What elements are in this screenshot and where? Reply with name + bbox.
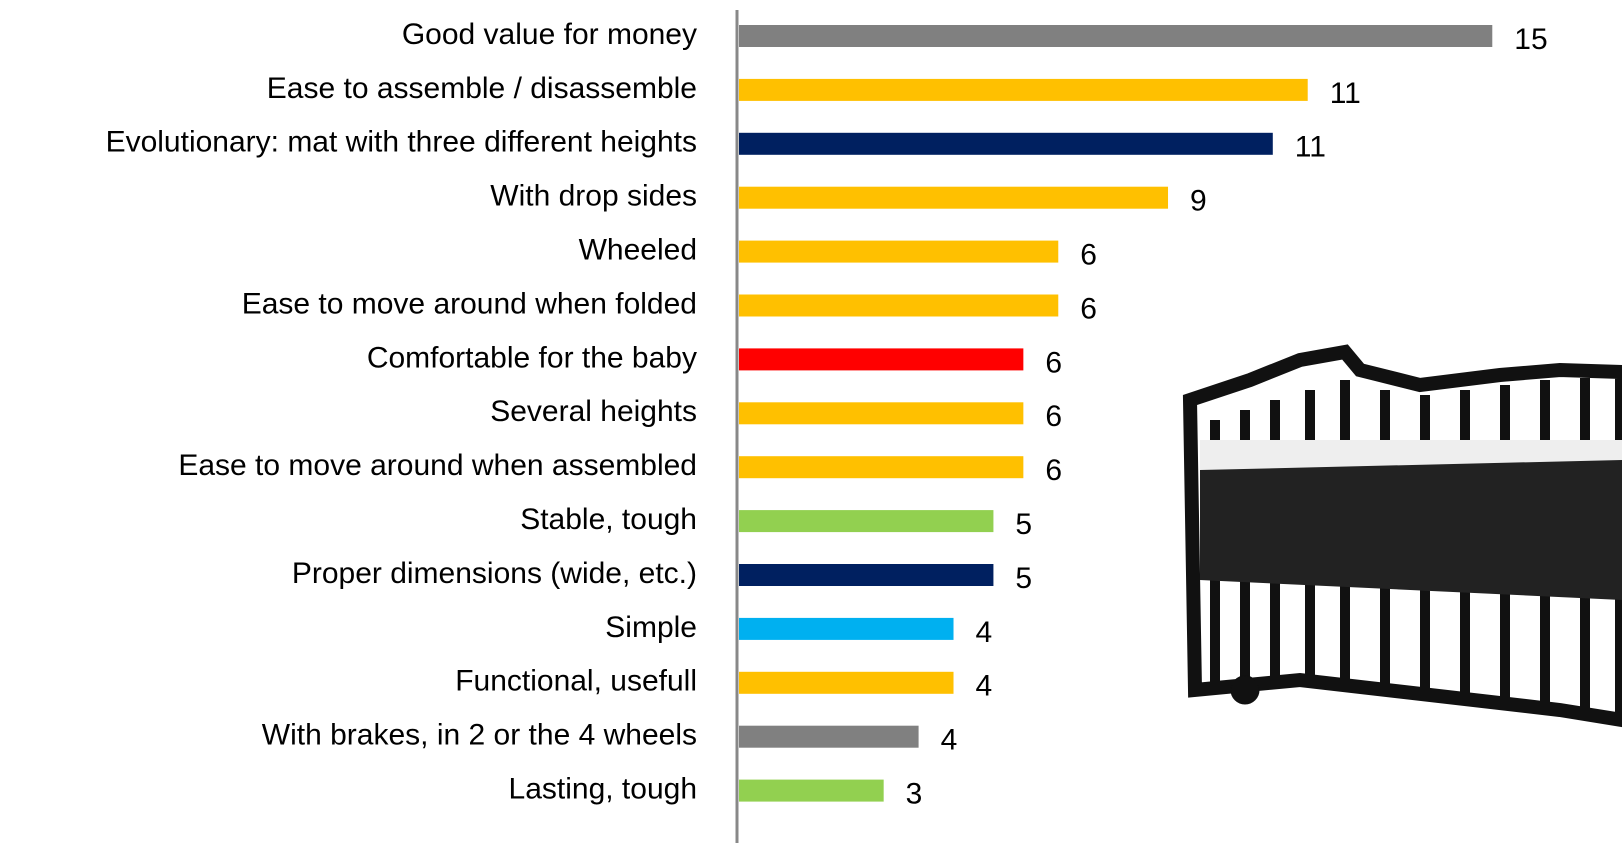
category-label: Evolutionary: mat with three different h… (106, 126, 697, 159)
value-label: 4 (941, 724, 958, 757)
category-label: Ease to move around when assembled (178, 449, 697, 482)
category-label: Wheeled (579, 234, 697, 267)
bar (739, 779, 884, 802)
category-label: Functional, usefull (455, 665, 697, 698)
value-label: 9 (1190, 185, 1207, 218)
value-label: 6 (1080, 292, 1097, 325)
category-label: Comfortable for the baby (367, 341, 697, 374)
bar (739, 348, 1024, 371)
value-label: 11 (1330, 77, 1361, 110)
bar (739, 240, 1059, 263)
bar (739, 564, 994, 586)
value-label: 5 (1015, 562, 1032, 595)
value-label: 6 (1045, 346, 1062, 379)
bar (739, 132, 1273, 155)
bar (739, 671, 954, 694)
category-label: With brakes, in 2 or the 4 wheels (262, 719, 697, 752)
bar (739, 294, 1059, 317)
bar (739, 617, 954, 640)
value-label: 6 (1045, 454, 1062, 487)
bar (739, 25, 1493, 47)
value-label: 5 (1015, 508, 1032, 541)
value-label: 15 (1514, 23, 1547, 56)
bar (739, 725, 919, 748)
bar (739, 456, 1024, 479)
category-label: Several heights (490, 395, 697, 428)
bar (739, 186, 1169, 209)
bar (739, 402, 1024, 425)
category-label: Simple (605, 611, 697, 644)
category-label: Stable, tough (520, 503, 697, 536)
value-label: 11 (1295, 131, 1326, 164)
bar (739, 510, 994, 533)
bar (739, 78, 1308, 101)
category-label: Ease to assemble / disassemble (267, 72, 697, 105)
value-label: 4 (976, 670, 993, 703)
crib-illustration (1182, 344, 1622, 728)
value-label: 3 (906, 778, 923, 811)
value-label: 6 (1045, 400, 1062, 433)
category-label: Good value for money (402, 18, 697, 51)
value-label: 4 (976, 616, 993, 649)
category-label: Lasting, tough (509, 773, 697, 806)
category-label: Proper dimensions (wide, etc.) (292, 557, 697, 590)
category-label: Ease to move around when folded (242, 287, 697, 320)
category-label: With drop sides (490, 180, 697, 213)
value-label: 6 (1080, 239, 1097, 272)
